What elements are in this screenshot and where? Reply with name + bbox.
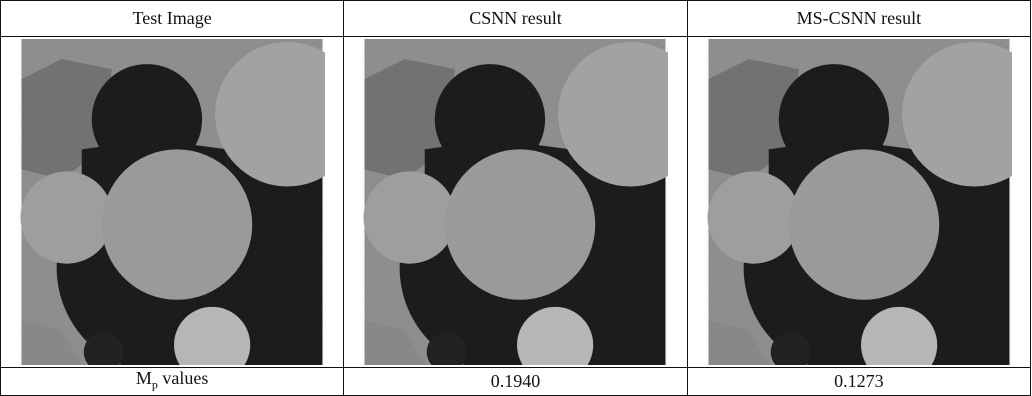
test-image bbox=[19, 39, 325, 365]
header-row: Test Image CSNN result MS-CSNN result bbox=[1, 1, 1031, 37]
header-cell: Test Image bbox=[1, 1, 344, 37]
header-cell: CSNN result bbox=[344, 1, 687, 37]
label-text: values bbox=[162, 368, 208, 388]
result-table: Test Image CSNN result MS-CSNN result Mp… bbox=[0, 0, 1031, 396]
subscript: p bbox=[152, 378, 158, 392]
header-cell: MS-CSNN result bbox=[687, 1, 1030, 37]
image-cell bbox=[1, 37, 344, 368]
ms-csnn-image bbox=[706, 39, 1012, 365]
symbol: M bbox=[136, 368, 152, 388]
page: {"table": { "header": ["Test Image", "CS… bbox=[0, 0, 1032, 391]
image-row bbox=[1, 37, 1031, 368]
image-cell bbox=[344, 37, 687, 368]
csnn-image bbox=[362, 39, 668, 365]
image-cell bbox=[687, 37, 1030, 368]
